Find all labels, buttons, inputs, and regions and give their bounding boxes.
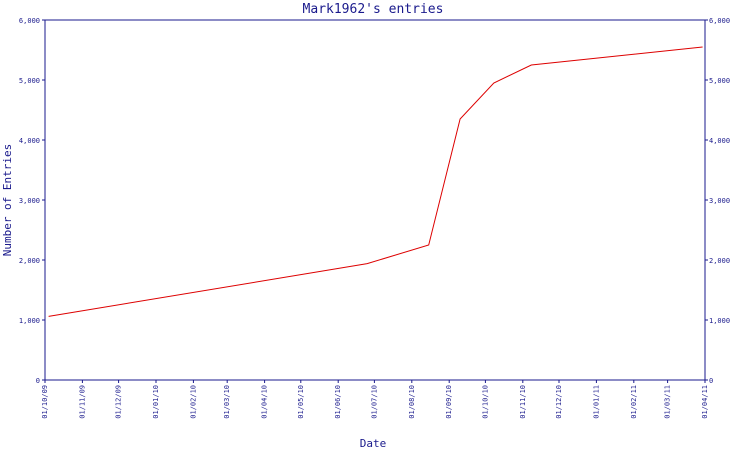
y-axis-left: 0 1,000 2,000 3,000 4,000 5,000 6,000 [19,17,45,385]
x-tick-label: 01/04/11 [701,385,709,419]
x-tick-label: 01/03/10 [223,385,231,419]
x-tick-label: 01/01/10 [152,385,160,419]
y-tick-label-left: 6,000 [19,17,40,25]
y-axis-right: 0 1,000 2,000 3,000 4,000 5,000 6,000 [705,17,730,385]
plot-frame [44,19,706,381]
x-tick-label: 01/01/11 [592,385,600,419]
axes [44,19,706,381]
x-tick-label: 01/02/10 [189,385,197,419]
x-tick-label: 01/10/10 [481,385,489,419]
y-tick-label-right: 2,000 [709,257,730,265]
x-tick-label: 01/02/11 [630,385,638,419]
y-axis-label: Number of Entries [1,144,14,257]
x-tick-label: 01/08/10 [408,385,416,419]
series-group [48,46,703,317]
x-tick-label: 01/12/09 [115,385,123,419]
x-tick-label: 01/04/10 [261,385,269,419]
series-line [48,46,703,317]
x-tick-label: 01/06/10 [334,385,342,419]
y-tick-label-left: 4,000 [19,137,40,145]
x-axis-label: Date [360,437,387,450]
x-tick-label: 01/11/09 [78,385,86,419]
x-tick-label: 01/05/10 [297,385,305,419]
x-tick-label: 01/07/10 [370,385,378,419]
y-tick-label-right: 0 [709,377,713,385]
x-tick-label: 01/09/10 [445,385,453,419]
y-tick-label-right: 5,000 [709,77,730,85]
y-tick-label-right: 6,000 [709,17,730,25]
y-tick-label-left: 1,000 [19,317,40,325]
y-tick-label-right: 4,000 [709,137,730,145]
y-tick-label-right: 1,000 [709,317,730,325]
x-axis: 01/10/09 01/11/09 01/12/09 01/01/10 01/02/10… [41,380,709,419]
y-tick-label-left: 0 [36,377,40,385]
chart-title: Mark1962's entries [303,2,444,17]
y-tick-label-left: 3,000 [19,197,40,205]
y-tick-label-left: 5,000 [19,77,40,85]
x-tick-label: 01/12/10 [555,385,563,419]
y-tick-label-right: 3,000 [709,197,730,205]
x-tick-label: 01/10/09 [41,385,49,419]
y-tick-label-left: 2,000 [19,257,40,265]
x-tick-label: 01/11/10 [519,385,527,419]
x-tick-label: 01/03/11 [664,385,672,419]
